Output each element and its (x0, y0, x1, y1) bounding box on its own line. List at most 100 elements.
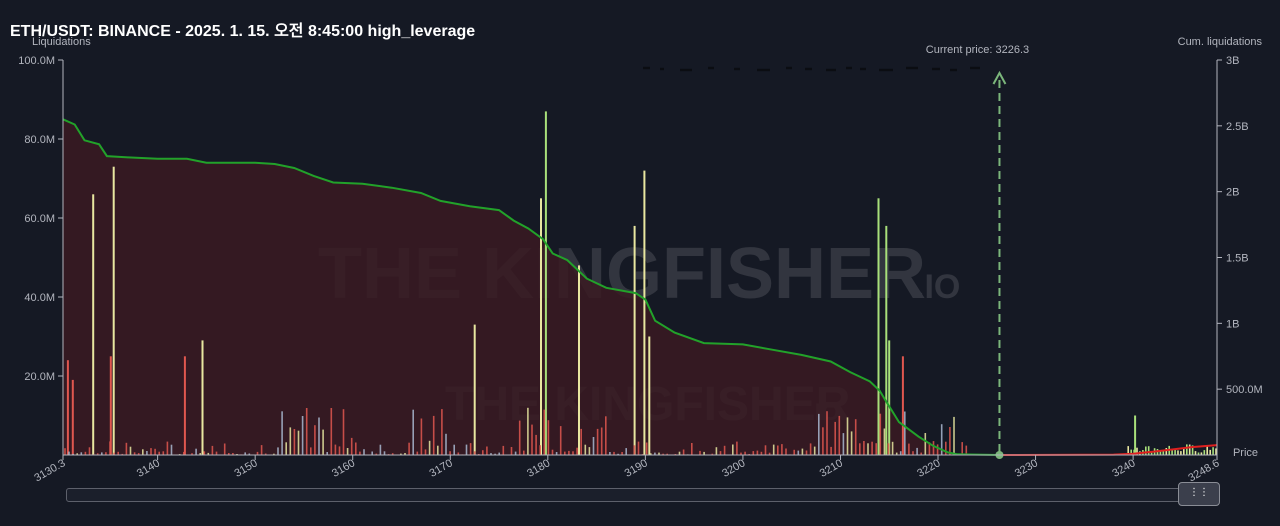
x-tick-label: 3240 (1110, 457, 1137, 480)
current-price-arrow (992, 70, 1007, 85)
liquidation-bar (113, 452, 115, 455)
x-axis-ticks: 3130.3 3140 3150 3160 3170 3180 3190 3200 3210 32… (32, 455, 1222, 484)
liquidation-bar (355, 442, 357, 455)
liquidation-bar (158, 451, 160, 455)
liquidation-bar (772, 444, 775, 455)
range-scrollbar[interactable] (66, 488, 1218, 502)
liquidation-bar (768, 452, 771, 455)
liquidation-bar (498, 452, 500, 455)
left-axis-ticks: 20.0M 40.0M 60.0M 80.0M 100.0M (18, 55, 63, 383)
liquidation-bar (703, 451, 705, 455)
liquidation-bar (400, 453, 402, 455)
liquidation-bar (1197, 452, 1200, 455)
liquidation-bar (264, 453, 267, 455)
liquidation-bar (146, 451, 148, 455)
left-tick-label: 80.0M (24, 134, 55, 146)
liquidation-bar (1194, 451, 1197, 455)
liquidation-bar (391, 453, 394, 455)
liquidation-bar (404, 453, 406, 455)
liquidation-bar (350, 437, 353, 455)
liquidation-bar (793, 449, 795, 455)
liquidation-bar (281, 411, 283, 455)
liquidation-bar (945, 441, 947, 455)
right-tick-label: 3B (1226, 55, 1239, 67)
liquidation-bar (535, 434, 537, 455)
right-tick-label: 2.5B (1226, 121, 1249, 133)
liquidation-bar (199, 453, 201, 455)
liquidation-bar (648, 336, 651, 455)
liquidation-bar (691, 443, 693, 455)
liquidation-bar (1150, 451, 1153, 455)
liquidation-bar (1191, 445, 1194, 455)
liquidation-bar (801, 448, 804, 455)
liquidation-bar (555, 452, 558, 455)
liquidation-bar (531, 424, 533, 455)
liquidation-bar (133, 452, 136, 455)
left-tick-label: 60.0M (24, 213, 55, 225)
x-tick-label: 3180 (525, 457, 552, 480)
right-tick-label: 1.5B (1226, 253, 1249, 265)
cumulative-long-line (62, 118, 1000, 456)
liquidation-bar (637, 441, 640, 455)
liquidation-bar (1147, 446, 1150, 455)
liquidation-bar (895, 452, 898, 455)
liquidation-bar (1183, 449, 1185, 455)
liquidation-bar (112, 166, 115, 455)
scrollbar-handle[interactable]: ⋮⋮ (1178, 482, 1220, 506)
left-tick-label: 40.0M (24, 292, 55, 304)
liquidation-bar (543, 409, 546, 455)
liquidation-bar (752, 451, 755, 455)
liquidation-bar (469, 443, 472, 455)
liquidation-bar (777, 445, 779, 455)
liquidation-bar (580, 428, 582, 455)
liquidation-bar (1127, 446, 1129, 455)
liquidation-bar (781, 444, 783, 455)
liquidation-bar (756, 450, 759, 455)
liquidation-bar (916, 447, 918, 455)
liquidation-bar (1133, 449, 1135, 455)
liquidation-bar (322, 429, 324, 455)
liquidation-bar (305, 408, 308, 455)
liquidation-bar (1134, 415, 1137, 455)
liquidation-bar (605, 416, 607, 455)
liquidation-bars (64, 111, 1217, 456)
liquidation-bar (1212, 447, 1214, 455)
liquidation-bar (137, 453, 140, 455)
liquidation-bar (1174, 449, 1176, 455)
left-tick-label: 100.0M (18, 55, 55, 67)
liquidation-bar (715, 447, 718, 455)
liquidation-bar (1200, 452, 1203, 455)
liquidation-bar (154, 448, 156, 455)
liquidation-bar (719, 451, 722, 455)
liquidation-bar (588, 447, 591, 455)
liquidation-bar (514, 451, 517, 455)
liquidation-bar (621, 452, 623, 455)
liquidation-bar (572, 451, 574, 455)
liquidation-bar (256, 451, 259, 455)
liquidation-bar (310, 447, 312, 455)
liquidation-bar (901, 356, 904, 456)
right-axis-ticks: 500.0M 1B 1.5B 2B 2.5B 3B (1217, 55, 1263, 396)
liquidation-bar (420, 418, 423, 455)
liquidation-bar (965, 445, 968, 455)
liquidation-bar (904, 411, 906, 455)
liquidation-bar (273, 453, 275, 455)
liquidation-bar (551, 449, 554, 455)
liquidation-bar (457, 452, 460, 455)
liquidation-bar (129, 446, 132, 455)
liquidation-bar (822, 427, 824, 455)
liquidation-bar (1159, 451, 1162, 455)
liquidation-bar (625, 448, 627, 455)
liquidation-bar (166, 441, 169, 455)
liquidation-bar (201, 340, 204, 455)
liquidation-bar (682, 449, 685, 455)
chart-title: ETH/USDT: BINANCE - 2025. 1. 15. 오전 8:45… (10, 23, 476, 40)
liquidation-bar (195, 448, 197, 455)
liquidation-bar (314, 425, 316, 455)
liquidation-bar (518, 420, 521, 455)
liquidation-bar (875, 443, 877, 455)
liquidation-bar (72, 453, 74, 455)
x-tick-label: 3150 (232, 457, 259, 480)
right-tick-label: 2B (1226, 187, 1239, 199)
